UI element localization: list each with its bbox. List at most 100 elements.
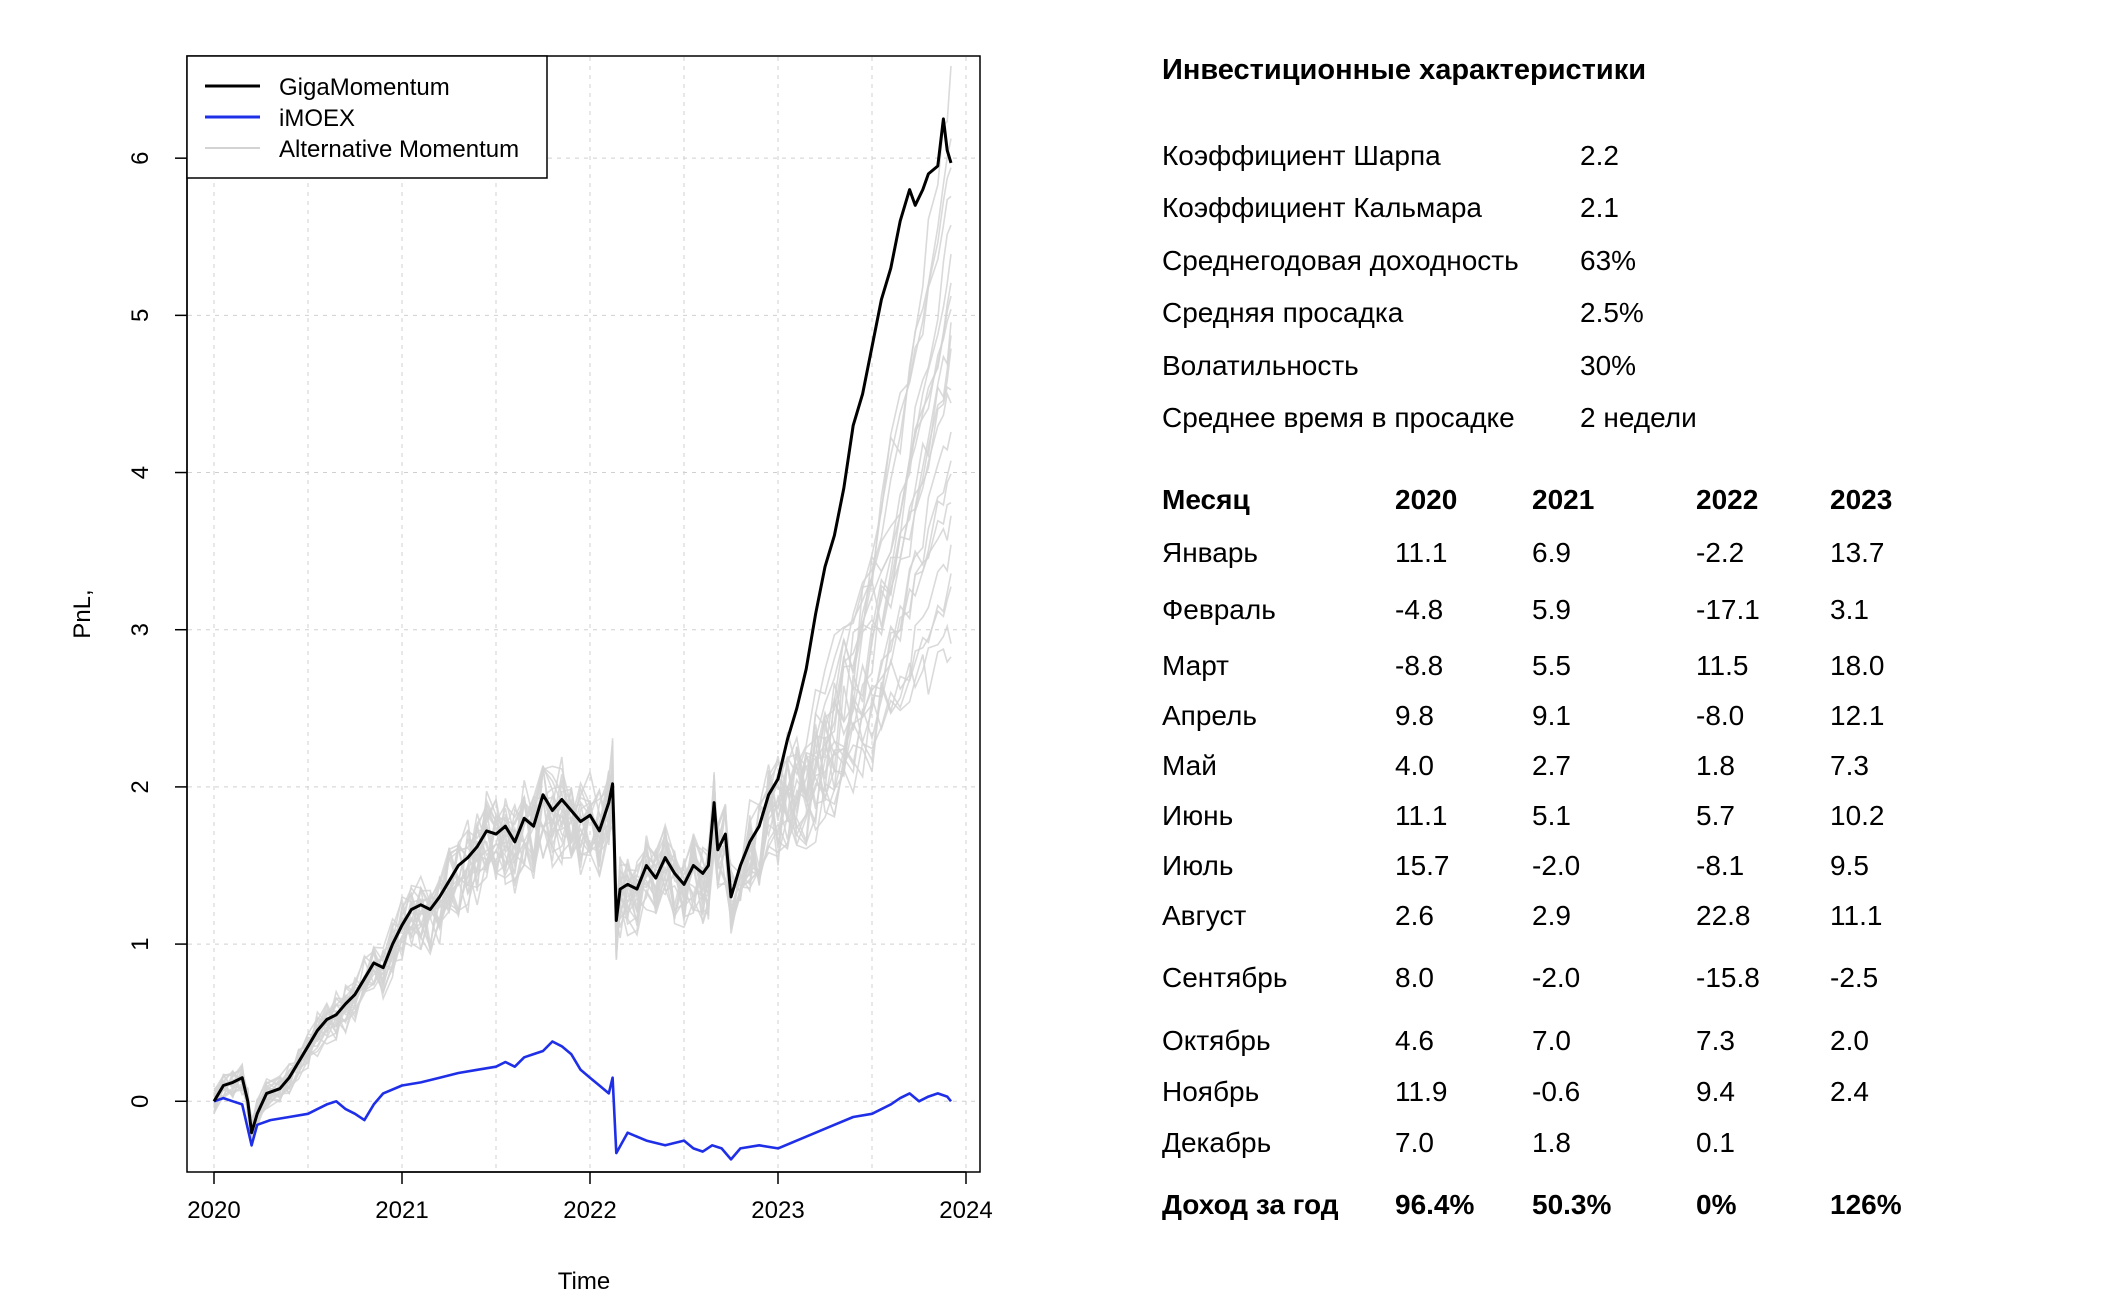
table-row: Июль 15.7 -2.0 -8.1 9.5 xyxy=(1162,850,2062,890)
month-cell: Июль xyxy=(1162,850,1234,881)
value-cell: 0.1 xyxy=(1696,1127,1735,1158)
value-cell: 6.9 xyxy=(1532,537,1571,568)
table-row: Август 2.6 2.9 22.8 11.1 xyxy=(1162,900,2062,940)
value-cell: 9.1 xyxy=(1532,700,1571,731)
table-row: Январь 11.1 6.9 -2.2 13.7 xyxy=(1162,537,2062,577)
value-cell: 11.1 xyxy=(1830,900,1883,931)
value-cell: 1.8 xyxy=(1532,1127,1571,1158)
header-cell: 2020 xyxy=(1395,484,1458,515)
header-cell: Месяц xyxy=(1162,484,1250,515)
metric-value: 63% xyxy=(1580,245,1637,276)
value-cell: 11.9 xyxy=(1395,1076,1448,1107)
alternative-momentum-line xyxy=(213,167,952,1134)
value-cell: -8.1 xyxy=(1696,850,1745,881)
value-cell: 4.0 xyxy=(1395,750,1434,781)
total-cell: 126% xyxy=(1830,1189,1902,1220)
series-line-imoex xyxy=(213,1040,953,1161)
table-row: Февраль -4.8 5.9 -17.1 3.1 xyxy=(1162,594,2062,634)
value-cell: 8.0 xyxy=(1395,962,1434,993)
value-cell: -2.5 xyxy=(1830,962,1879,993)
alternative-momentum-line xyxy=(213,195,952,1134)
value-cell: 1.8 xyxy=(1696,750,1735,781)
stats-panel: Инвестиционные характеристики Коэффициен… xyxy=(1162,0,2102,1302)
value-cell: 22.8 xyxy=(1696,900,1751,931)
value-cell: 5.9 xyxy=(1532,594,1571,625)
month-cell: Сентябрь xyxy=(1162,962,1288,993)
value-cell: 2.0 xyxy=(1830,1025,1869,1056)
y-tick-label: 5 xyxy=(127,309,154,322)
month-cell: Май xyxy=(1162,750,1217,781)
value-cell: -4.8 xyxy=(1395,594,1444,625)
value-cell: 7.0 xyxy=(1532,1025,1571,1056)
metric-value: 2 недели xyxy=(1580,402,1697,433)
x-tick-label: 2021 xyxy=(375,1197,428,1224)
y-tick-label: 4 xyxy=(127,466,154,479)
month-cell: Ноябрь xyxy=(1162,1076,1260,1107)
total-cell: 96.4% xyxy=(1395,1189,1475,1220)
x-tick-label: 2024 xyxy=(939,1197,992,1224)
value-cell: 3.1 xyxy=(1830,594,1869,625)
total-cell: 0% xyxy=(1696,1189,1737,1220)
x-axis: 2020 2021 2022 2023 2024 xyxy=(187,1171,993,1224)
metric-sharpe: Коэффициент Шарпа 2.2 xyxy=(1162,140,1862,180)
plot-frame xyxy=(186,55,981,1173)
month-cell: Январь xyxy=(1162,537,1258,568)
metric-label: Среднее время в просадке xyxy=(1162,402,1515,433)
value-cell: -0.6 xyxy=(1532,1076,1581,1107)
table-row: Октябрь 4.6 7.0 7.3 2.0 xyxy=(1162,1025,2062,1065)
value-cell: 11.1 xyxy=(1395,537,1448,568)
table-row: Апрель 9.8 9.1 -8.0 12.1 xyxy=(1162,700,2062,740)
y-axis: 0 1 2 3 4 5 6 xyxy=(127,151,188,1108)
metric-label: Волатильность xyxy=(1162,350,1359,381)
legend-label-gigamomentum: GigaMomentum xyxy=(279,74,450,101)
metrics-title: Инвестиционные характеристики xyxy=(1162,54,1647,86)
value-cell: 12.1 xyxy=(1830,700,1885,731)
total-label: Доход за год xyxy=(1162,1189,1339,1220)
table-row: Июнь 11.1 5.1 5.7 10.2 xyxy=(1162,800,2062,840)
y-tick-label: 2 xyxy=(127,780,154,793)
value-cell: 15.7 xyxy=(1395,850,1450,881)
table-row: Май 4.0 2.7 1.8 7.3 xyxy=(1162,750,2062,790)
metric-calmar: Коэффициент Кальмара 2.1 xyxy=(1162,192,1862,232)
value-cell: -2.0 xyxy=(1532,962,1581,993)
value-cell: -2.0 xyxy=(1532,850,1581,881)
metric-label: Коэффициент Кальмара xyxy=(1162,192,1482,223)
value-cell: 5.1 xyxy=(1532,800,1571,831)
month-cell: Август xyxy=(1162,900,1247,931)
table-row: Сентябрь 8.0 -2.0 -15.8 -2.5 xyxy=(1162,962,2062,1002)
value-cell: 2.7 xyxy=(1532,750,1571,781)
value-cell: 7.3 xyxy=(1696,1025,1735,1056)
value-cell: 10.2 xyxy=(1830,800,1885,831)
value-cell: -2.2 xyxy=(1696,537,1745,568)
value-cell: 13.7 xyxy=(1830,537,1885,568)
value-cell: 9.5 xyxy=(1830,850,1869,881)
value-cell: 11.5 xyxy=(1696,650,1749,681)
series-lines xyxy=(212,117,953,1161)
value-cell: 7.3 xyxy=(1830,750,1869,781)
month-cell: Июнь xyxy=(1162,800,1234,831)
value-cell: 5.7 xyxy=(1696,800,1735,831)
value-cell: 9.8 xyxy=(1395,700,1434,731)
metric-drawdown-time: Среднее время в просадке 2 недели xyxy=(1162,402,1862,442)
header-cell: 2021 xyxy=(1532,484,1595,515)
value-cell: 18.0 xyxy=(1830,650,1885,681)
month-cell: Апрель xyxy=(1162,700,1257,731)
value-cell: 2.4 xyxy=(1830,1076,1869,1107)
metric-value: 2.1 xyxy=(1580,192,1619,223)
legend: GigaMomentum iMOEX Alternative Momentum xyxy=(186,55,548,179)
table-row: Ноябрь 11.9 -0.6 9.4 2.4 xyxy=(1162,1076,2062,1116)
x-tick-label: 2023 xyxy=(751,1197,804,1224)
metric-label: Коэффициент Шарпа xyxy=(1162,140,1441,171)
pnl-chart: 2020 2021 2022 2023 2024 0 1 2 3 4 5 6 Time PnL, G… xyxy=(69,55,993,1295)
value-cell: -15.8 xyxy=(1696,962,1760,993)
y-tick-label: 6 xyxy=(127,151,154,164)
total-cell: 50.3% xyxy=(1532,1189,1612,1220)
value-cell: 7.0 xyxy=(1395,1127,1434,1158)
y-axis-label: PnL, xyxy=(69,589,96,638)
series-line-gigamomentum xyxy=(212,117,953,1135)
metric-volatility: Волатильность 30% xyxy=(1162,350,1862,390)
value-cell: 5.5 xyxy=(1532,650,1571,681)
month-cell: Октябрь xyxy=(1162,1025,1271,1056)
month-cell: Март xyxy=(1162,650,1229,681)
month-cell: Февраль xyxy=(1162,594,1276,625)
